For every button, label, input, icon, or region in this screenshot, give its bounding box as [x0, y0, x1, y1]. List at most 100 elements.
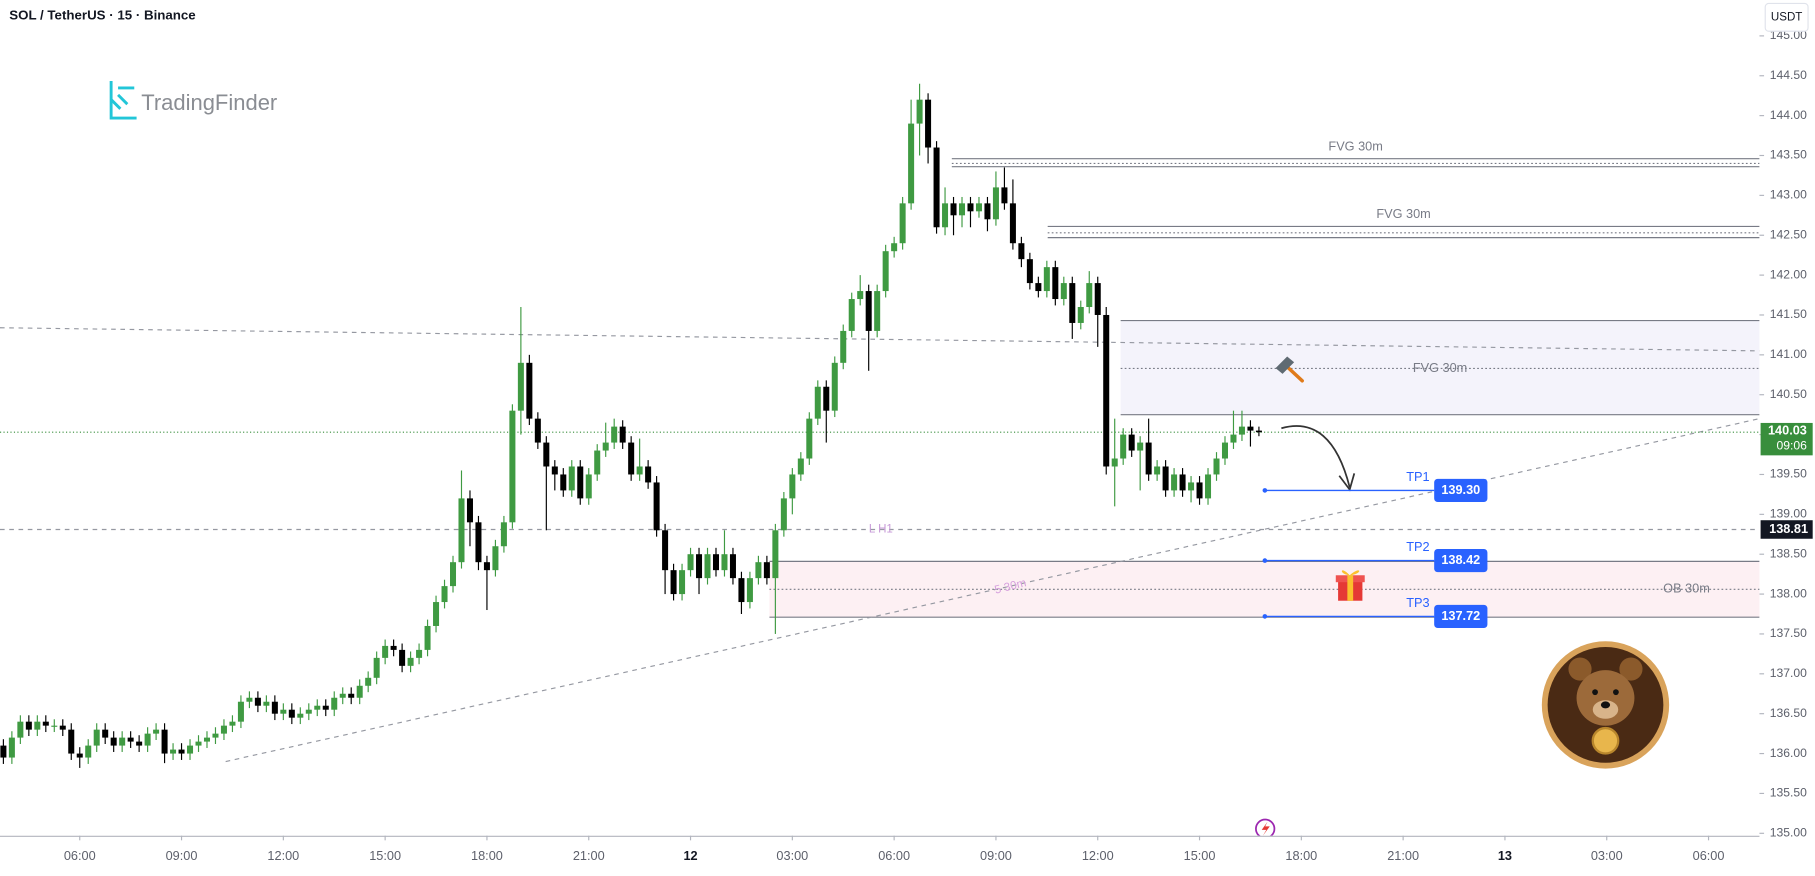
x-tick-label: 09:00 [166, 848, 198, 863]
y-tick-label: 137.00 [1770, 666, 1807, 680]
candle-body [59, 725, 66, 730]
currency-box [1764, 2, 1809, 32]
candle-body [1077, 307, 1084, 323]
candle-body [416, 649, 423, 658]
candle-body [543, 442, 550, 467]
candle-body [1247, 426, 1254, 431]
alert-bolt [1261, 821, 1270, 836]
candle-body [814, 386, 821, 419]
y-tick-label: 135.00 [1770, 826, 1807, 840]
candle-body [780, 498, 787, 531]
candle-body [390, 645, 397, 650]
candle-body [967, 203, 974, 212]
candle-body [891, 243, 898, 252]
x-tick-label: 15:00 [1184, 848, 1216, 863]
candle-body [297, 713, 304, 718]
candle-body [755, 562, 762, 579]
candle-body [712, 554, 720, 571]
candle-body [738, 578, 745, 603]
candle-body [628, 442, 635, 475]
hammer-head [1275, 356, 1295, 374]
candle-body [288, 709, 295, 718]
x-tick-label: 03:00 [1591, 848, 1623, 863]
zone-label: FVG 30m [1413, 360, 1467, 375]
bear-nose [1600, 701, 1611, 709]
candle-body [356, 685, 363, 698]
candle-body [1255, 430, 1262, 433]
y-tick-label: 137.50 [1770, 626, 1807, 640]
x-tick-label: 03:00 [776, 848, 808, 863]
x-tick-label: 13 [1498, 848, 1512, 863]
candle-body [509, 410, 516, 523]
candle-body [458, 498, 465, 563]
candle-body [305, 709, 312, 714]
candle-body [789, 474, 796, 499]
x-tick-label: 18:00 [1285, 848, 1317, 863]
candle-body [178, 749, 185, 754]
candle-body [8, 737, 15, 758]
logo-text: TradingFinder [141, 90, 277, 115]
candle-body [237, 701, 244, 722]
candle-body [1001, 187, 1008, 204]
arrow [1281, 425, 1351, 488]
y-tick-label: 139.00 [1770, 507, 1807, 521]
candle-body [1196, 482, 1203, 499]
price-tag [1760, 422, 1813, 456]
candle-body [51, 725, 58, 727]
target-anchor [1262, 488, 1268, 493]
candle-body [916, 99, 923, 124]
candle-body [1052, 267, 1059, 300]
candle-body [1213, 458, 1220, 475]
candle-body [942, 203, 949, 228]
candles-layer [0, 83, 1262, 768]
symbol-title: SOL / TetherUS · 15 · Binance [9, 8, 195, 23]
candle-body [441, 586, 448, 603]
y-tick-label: 136.00 [1770, 746, 1807, 760]
x-tick-label: 21:00 [573, 848, 605, 863]
candle-body [0, 745, 7, 758]
candle-body [161, 729, 168, 754]
candle-body [153, 729, 160, 734]
x-tick-label: 12:00 [1082, 848, 1114, 863]
candle-body [1205, 474, 1212, 499]
candle-body [1086, 283, 1093, 308]
candle-body [704, 554, 711, 579]
candle-body [229, 721, 236, 726]
y-tick-label: 138.00 [1770, 586, 1807, 600]
time-axis-bg [0, 835, 1815, 871]
level-tag-label: 138.81 [1769, 521, 1808, 536]
candle-body [42, 721, 49, 726]
candle-body [1154, 466, 1161, 475]
candle-body [76, 753, 83, 758]
candle-body [831, 362, 838, 411]
zone-label: OB 30m [1663, 581, 1710, 596]
candle-body [187, 745, 194, 754]
target-anchor [1262, 614, 1268, 619]
candle-body [670, 570, 677, 595]
candle-body [1120, 434, 1127, 459]
trendline [225, 418, 1760, 763]
gift-bow [1341, 570, 1360, 576]
candle-body [246, 697, 253, 702]
zone [1120, 320, 1760, 415]
candle-body [662, 530, 669, 571]
candle-body [746, 578, 753, 603]
candle-body [102, 729, 109, 738]
candle-body [958, 203, 966, 216]
candle-body [1018, 243, 1025, 260]
candle-body [594, 450, 601, 475]
candle-body [127, 737, 134, 742]
candle-body [1188, 482, 1195, 491]
candle-body [331, 697, 338, 710]
logo-mark [109, 81, 137, 120]
candle-body [144, 733, 151, 746]
candle-body [110, 737, 117, 746]
candle-body [1221, 442, 1228, 459]
candle-body [823, 386, 830, 411]
candle-body [534, 418, 541, 443]
lines-layer: L H15 30m [0, 327, 1760, 763]
candle-body [500, 522, 507, 547]
